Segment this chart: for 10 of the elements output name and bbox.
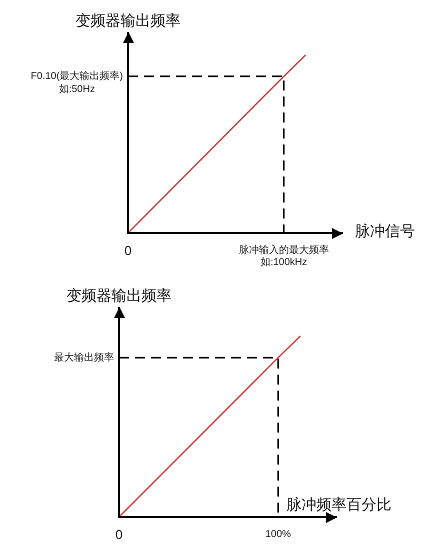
x-axis-title: 脉冲频率百分比 [286,496,392,514]
y-axis-title: 变频器输出频率 [76,12,180,30]
x-tick-label: 0 [115,527,123,542]
y-axis-title: 变频器输出频率 [66,288,172,305]
x-tick-label: 脉冲输入的最大频率如:100kHz [238,244,329,268]
x-tick-label: 0 [124,243,132,258]
x-axis-title: 脉冲信号 [355,223,415,240]
annotation: F0.10(最大输出频率)如:50Hz [30,70,123,96]
annotation: 最大输出频率 [54,351,114,364]
x-tick-label: 100% [265,528,292,540]
